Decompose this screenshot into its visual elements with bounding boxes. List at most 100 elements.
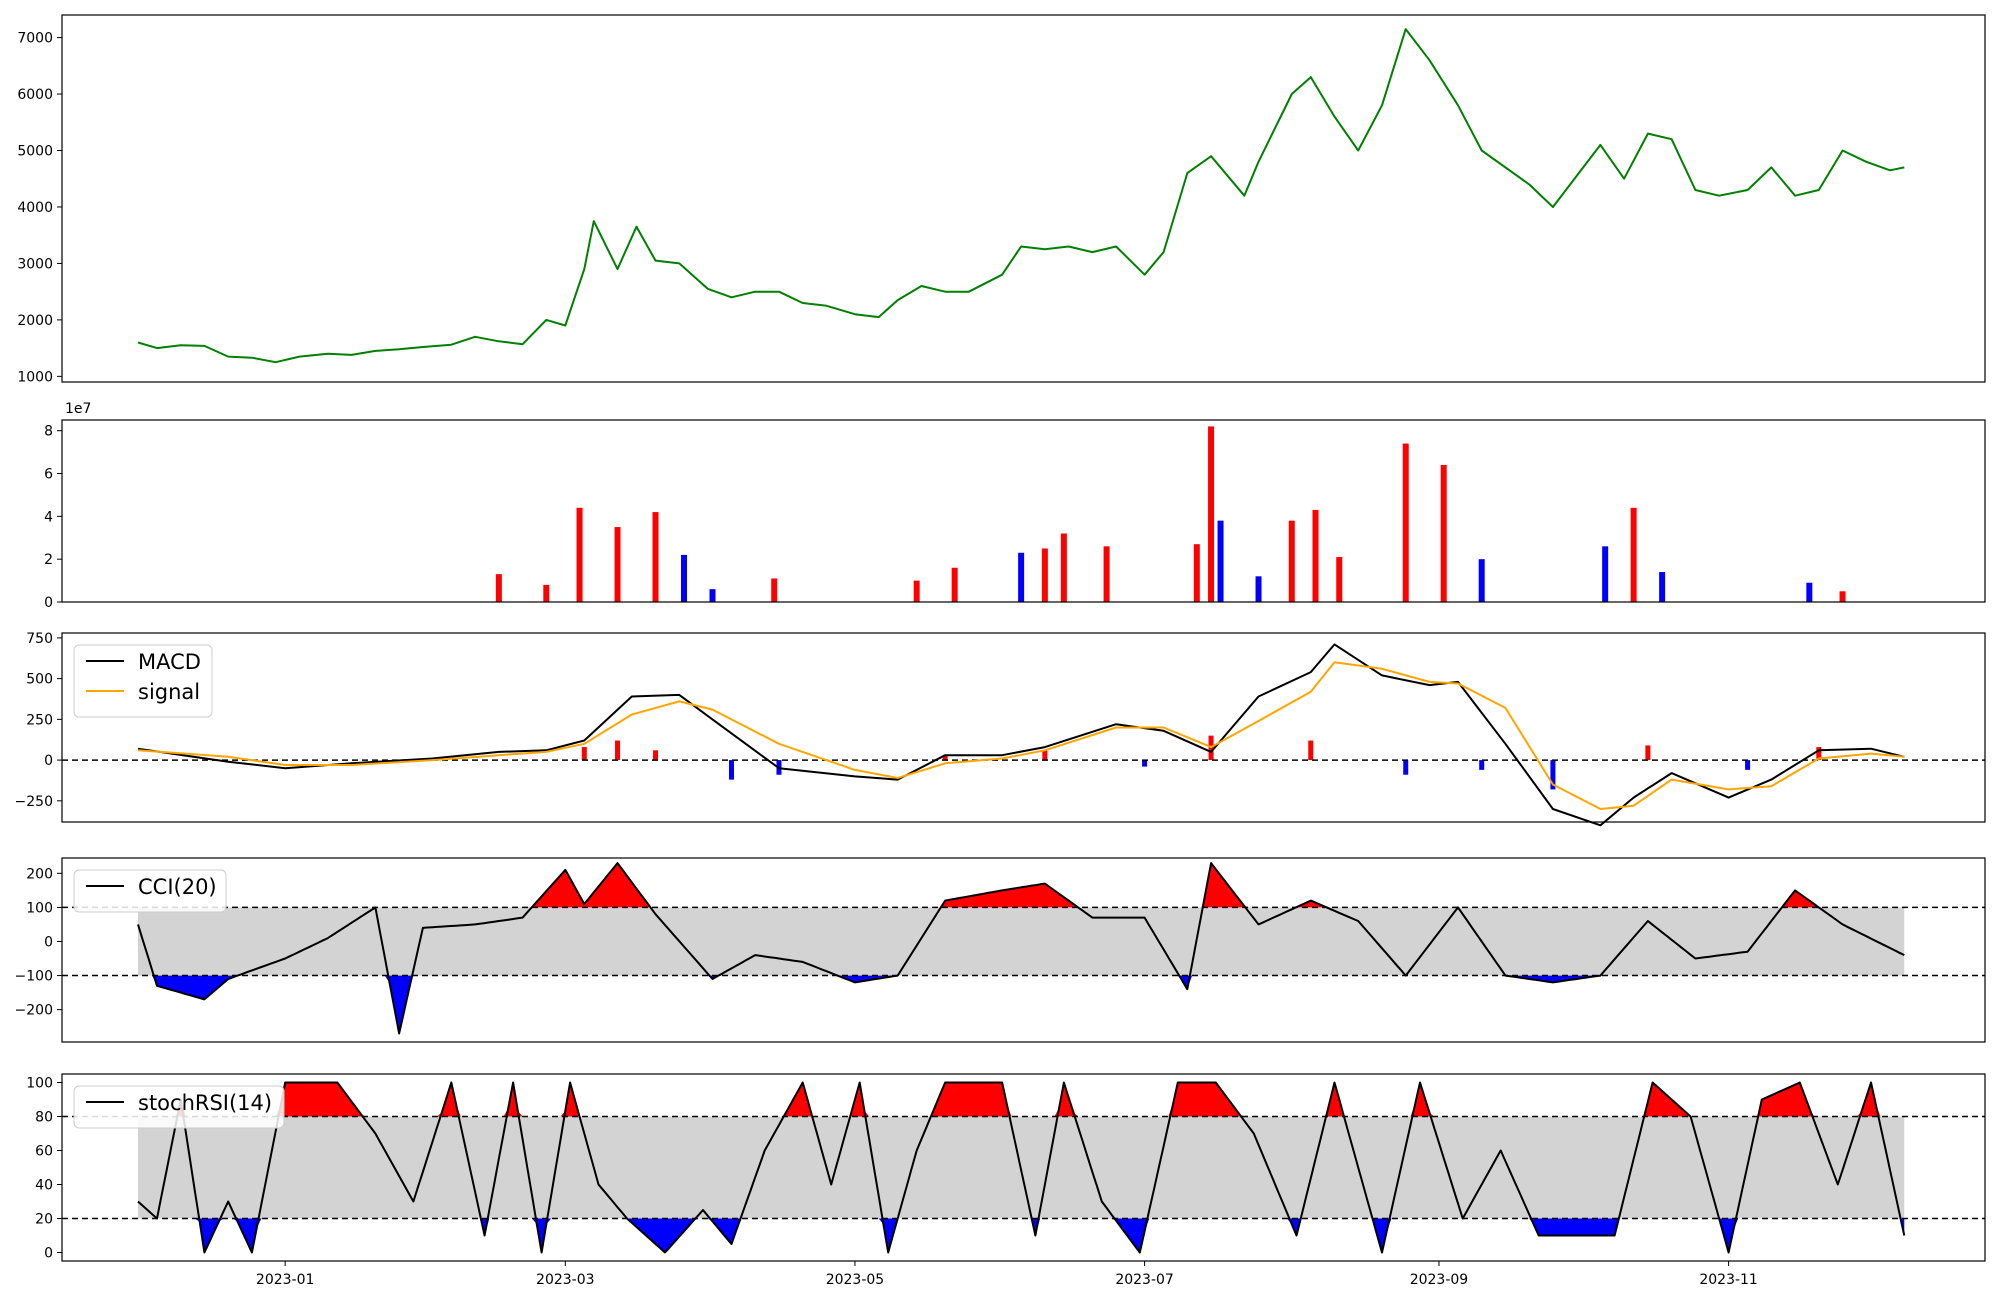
cci-legend-label: CCI(20) <box>138 875 217 899</box>
price-ytick-label: 5000 <box>17 144 53 160</box>
macd-histogram-bar <box>1042 750 1048 761</box>
xtick-label: 2023-05 <box>826 1272 885 1288</box>
volume-bar <box>1806 582 1813 602</box>
volume-bar <box>1440 464 1447 602</box>
volume-bar <box>576 507 583 602</box>
stochrsi-line <box>137 1081 1906 1254</box>
volume-bar <box>1018 552 1025 602</box>
cci-ytick-label: −100 <box>15 969 53 985</box>
macd-histogram-bar <box>942 755 948 761</box>
macd-histogram-bar <box>1142 760 1148 767</box>
price-line <box>137 28 1905 364</box>
price-ytick-label: 6000 <box>17 87 53 103</box>
macd-histogram-bar <box>1479 760 1485 770</box>
volume-axes-frame <box>61 419 1986 603</box>
cci-panel: −200 −100 0 100 200 CCI(20) <box>15 857 1986 1043</box>
stochrsi-ytick-label: 100 <box>26 1076 53 1092</box>
xtick-label: 2023-09 <box>1410 1272 1469 1288</box>
xtick-label: 2023-07 <box>1115 1272 1174 1288</box>
macd-histogram-bar <box>1645 745 1651 761</box>
volume-bar <box>1208 426 1215 602</box>
volume-bar <box>652 512 659 602</box>
macd-ytick-label: 0 <box>44 753 53 769</box>
volume-bar <box>1630 507 1637 602</box>
xtick-label: 2023-11 <box>1699 1272 1758 1288</box>
volume-bar <box>614 527 621 602</box>
volume-offset-label: 1e7 <box>65 401 91 417</box>
stochrsi-ytick-label: 60 <box>35 1144 53 1160</box>
volume-bar <box>1478 559 1485 602</box>
stochrsi-legend-box <box>73 1085 285 1129</box>
xtick-label: 2023-01 <box>256 1272 315 1288</box>
cci-ytick-label: −200 <box>15 1003 53 1019</box>
cci-ytick-label: 200 <box>26 866 53 882</box>
stochrsi-ytick-label: 80 <box>35 1110 53 1126</box>
stochrsi-overbought-fill <box>138 1082 1905 1117</box>
stochrsi-legend-label: stochRSI(14) <box>138 1091 272 1115</box>
volume-bar <box>1336 557 1343 602</box>
macd-ytick-label: 500 <box>26 672 53 688</box>
price-panel: 1000 2000 3000 4000 5000 6000 7000 <box>17 14 1986 385</box>
macd-axes-frame <box>61 632 1986 823</box>
stochrsi-ytick-label: 40 <box>35 1178 53 1194</box>
xtick-label: 2023-03 <box>536 1272 595 1288</box>
volume-bar <box>1659 572 1666 602</box>
price-axes-frame <box>61 14 1986 383</box>
signal-line <box>137 661 1905 810</box>
macd-histogram-bar <box>1308 740 1314 761</box>
price-ytick-label: 4000 <box>17 200 53 216</box>
macd-histogram-bar <box>728 760 734 780</box>
macd-panel: −250 0 250 500 750 MACD signal <box>15 631 1986 827</box>
macd-legend-label: MACD <box>138 650 201 674</box>
cci-line <box>137 862 1905 1035</box>
volume-ytick-label: 6 <box>44 467 53 483</box>
stochrsi-ytick-label: 20 <box>35 1212 53 1228</box>
macd-legend-label: signal <box>138 680 200 704</box>
cci-legend-box <box>73 869 227 913</box>
volume-bar <box>913 580 920 602</box>
stochrsi-axes-frame <box>61 1073 1986 1262</box>
volume-bar <box>1312 509 1319 602</box>
macd-histogram-bar <box>653 750 659 761</box>
volume-bar <box>681 554 688 602</box>
macd-histogram-bar <box>1403 760 1409 775</box>
cci-axes-frame <box>61 857 1986 1043</box>
volume-ytick-label: 2 <box>44 552 53 568</box>
price-ytick-label: 1000 <box>17 369 53 385</box>
volume-bar <box>1041 548 1048 602</box>
volume-ytick-label: 8 <box>44 424 53 440</box>
cci-ytick-label: 0 <box>44 934 53 950</box>
volume-bar <box>1217 520 1224 602</box>
macd-histogram-bar <box>1816 747 1822 761</box>
macd-histogram-bar <box>581 747 587 761</box>
macd-histogram-bar <box>1550 760 1556 790</box>
volume-bar <box>951 567 958 602</box>
macd-ytick-label: 250 <box>26 712 53 728</box>
volume-bar <box>709 589 716 602</box>
volume-bar <box>1255 576 1262 602</box>
macd-histogram-bar <box>1745 760 1751 770</box>
volume-bar <box>1602 546 1609 602</box>
macd-legend-box <box>73 644 213 718</box>
stochrsi-ytick-label: 0 <box>44 1246 53 1262</box>
volume-bar <box>1193 544 1200 602</box>
volume-panel: 0 2 4 6 8 <box>44 419 1986 611</box>
volume-ytick-label: 0 <box>44 595 53 611</box>
price-ytick-label: 2000 <box>17 313 53 329</box>
chart-panels: 100020003000400050006000700002468−250025… <box>15 14 1986 1288</box>
volume-bar <box>1103 546 1110 602</box>
volume-bar <box>543 584 550 602</box>
price-ytick-label: 7000 <box>17 31 53 47</box>
volume-bar <box>1402 443 1409 602</box>
macd-ytick-label: −250 <box>15 794 53 810</box>
macd-histogram-bar <box>615 740 621 761</box>
cci-ytick-label: 100 <box>26 900 53 916</box>
volume-bar <box>1060 533 1067 602</box>
volume-bar <box>771 578 778 602</box>
macd-ytick-label: 750 <box>26 631 53 647</box>
volume-bar <box>1839 591 1846 602</box>
price-ytick-label: 3000 <box>17 256 53 272</box>
stochrsi-panel: 0 20 40 60 80 100 stochRSI(14) 2023-01 2023-03 20… <box>26 1073 1986 1288</box>
volume-bar <box>1288 520 1295 602</box>
